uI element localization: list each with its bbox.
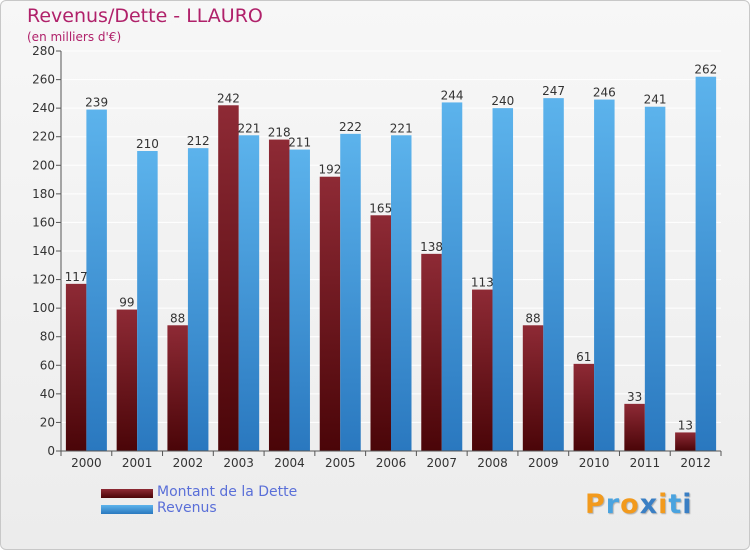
x-tick-label: 2002 [173,456,204,470]
debt-bar [370,215,391,451]
logo-letter: r [605,489,621,520]
legend-swatch-revenus [101,505,153,514]
revenue-bar [289,149,310,452]
data-label: 192 [319,163,342,177]
data-label: 165 [369,201,392,215]
data-label: 221 [390,121,413,135]
data-label: 218 [268,126,291,140]
revenue-bar [187,148,209,451]
x-tick-label: 2003 [223,456,254,470]
logo-letter: i [682,489,693,520]
y-tick-label: 160 [32,215,55,229]
revenue-bar [391,135,412,452]
revenue-bar [86,109,107,452]
x-tick-label: 2000 [71,456,102,470]
debt-bar [65,283,87,451]
logo-letter: o [620,489,640,520]
y-tick-label: 80 [40,330,55,344]
y-tick-label: 100 [32,301,55,315]
data-label: 138 [420,240,443,254]
x-tick-label: 2012 [680,456,711,470]
debt-bar [116,309,138,451]
data-label: 239 [85,96,108,110]
data-label: 212 [187,134,210,148]
x-tick-label: 2011 [630,456,661,470]
data-label: 211 [288,136,311,150]
debt-bar [472,289,493,451]
y-tick-label: 60 [40,358,55,372]
x-tick-label: 2010 [579,456,610,470]
data-label: 210 [136,137,159,151]
revenue-bar [238,135,260,452]
logo-letter: x [639,489,659,520]
revenue-bar [594,99,615,452]
y-tick-label: 220 [32,130,55,144]
data-label: 88 [170,311,185,325]
data-label: 33 [627,390,642,404]
data-label: 113 [471,276,494,290]
y-tick-label: 180 [32,187,55,201]
proxiti-logo: Proxiti [585,489,693,520]
y-tick-label: 200 [32,158,55,172]
axes: 0 20 40 60 80 100 120 140 160 180 200 220 240 260 280 2… [32,44,722,470]
debt-bar [268,139,290,452]
data-label: 117 [65,270,88,284]
y-tick-label: 120 [32,273,55,287]
chart-title: Revenus/Dette - LLAURO [27,5,263,27]
logo-letter: P [585,489,606,520]
data-label: 222 [339,120,362,134]
x-tick-label: 2009 [528,456,559,470]
revenue-bar [543,98,564,452]
data-label: 244 [441,88,464,102]
debt-bar [167,325,188,451]
x-tick-label: 2001 [122,456,153,470]
chart-subtitle: (en milliers d'€) [27,30,122,44]
debt-bar [624,403,645,451]
data-label: 61 [576,350,591,364]
y-tick-label: 20 [40,415,55,429]
logo-letter: t [668,489,683,520]
y-tick-label: 0 [47,444,55,458]
debt-bar [421,253,442,451]
legend-swatch-dette [101,489,153,498]
revenue-bar [137,151,158,451]
y-tick-label: 40 [40,387,55,401]
legend-label-dette: Montant de la Dette [157,484,298,500]
revenue-bar [441,102,463,451]
x-tick-label: 2007 [426,456,457,470]
debt-bar [675,432,696,451]
x-tick-label: 2005 [325,456,356,470]
data-label: 247 [542,84,565,98]
y-tick-label: 140 [32,244,55,258]
debt-bar [319,176,341,451]
x-tick-label: 2004 [274,456,305,470]
debt-bar [522,325,544,451]
data-label: 221 [237,121,260,135]
data-label: 242 [217,91,240,105]
x-tick-label: 2008 [477,456,508,470]
revenue-bar [492,108,514,452]
x-tick-label: 2006 [376,456,407,470]
data-label: 13 [678,418,693,432]
legend-label-revenus: Revenus [157,500,217,516]
revenue-bar [644,106,666,451]
debt-bar [218,105,239,452]
data-label: 241 [644,93,667,107]
logo-letter: i [658,489,669,520]
data-label: 88 [525,311,540,325]
data-label: 262 [694,63,717,77]
y-tick-label: 240 [32,101,55,115]
data-label: 246 [593,86,616,100]
data-label: 99 [119,296,134,310]
y-tick-label: 260 [32,73,55,87]
debt-bar [573,363,595,451]
revenue-bar [340,133,361,451]
revenue-bar [695,76,717,451]
y-tick-label: 280 [32,44,55,58]
bars [65,76,717,452]
data-label: 240 [491,94,514,108]
